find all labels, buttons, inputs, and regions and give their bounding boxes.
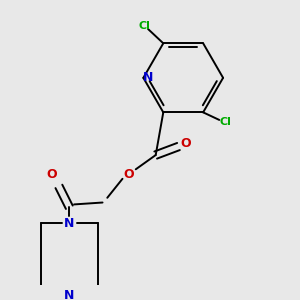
Text: O: O (46, 169, 57, 182)
Text: Cl: Cl (220, 117, 232, 127)
Text: O: O (124, 167, 134, 181)
Text: Cl: Cl (138, 21, 150, 31)
Text: O: O (181, 137, 191, 150)
Text: N: N (64, 217, 74, 230)
Text: N: N (143, 71, 153, 84)
Text: N: N (64, 289, 74, 300)
